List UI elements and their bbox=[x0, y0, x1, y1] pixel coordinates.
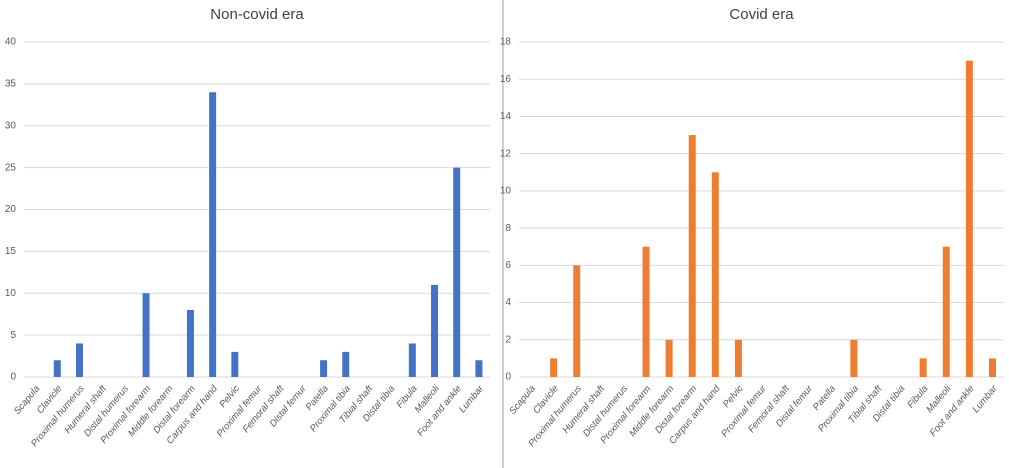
bar bbox=[231, 351, 239, 377]
bar bbox=[320, 360, 328, 377]
y-tick-label: 2 bbox=[505, 334, 511, 345]
y-tick-label: 0 bbox=[505, 372, 511, 383]
bar bbox=[408, 343, 416, 377]
bar bbox=[209, 92, 217, 377]
y-tick-label: 6 bbox=[505, 260, 511, 271]
bar bbox=[711, 172, 719, 377]
y-tick-label: 5 bbox=[10, 330, 16, 341]
bar bbox=[475, 360, 483, 377]
y-tick-label: 12 bbox=[500, 148, 512, 159]
bar bbox=[919, 358, 927, 377]
y-tick-label: 8 bbox=[505, 223, 511, 234]
y-tick-label: 10 bbox=[5, 288, 17, 299]
bar bbox=[53, 360, 61, 377]
y-tick-label: 15 bbox=[5, 246, 17, 257]
bar bbox=[965, 60, 973, 377]
y-tick-label: 18 bbox=[500, 37, 512, 48]
y-tick-label: 10 bbox=[500, 186, 512, 197]
y-tick-label: 30 bbox=[5, 120, 17, 131]
bar bbox=[688, 135, 696, 377]
bar bbox=[665, 339, 673, 377]
y-tick-label: 16 bbox=[500, 74, 512, 85]
bar bbox=[453, 167, 461, 377]
bar bbox=[431, 284, 439, 377]
bar bbox=[75, 343, 83, 377]
bar bbox=[850, 339, 858, 377]
y-tick-label: 40 bbox=[5, 37, 17, 48]
bar bbox=[988, 358, 996, 377]
y-tick-label: 35 bbox=[5, 79, 17, 90]
bar bbox=[642, 246, 650, 377]
bar bbox=[942, 246, 950, 377]
chart-title: Covid era bbox=[729, 6, 794, 23]
bar bbox=[734, 339, 742, 377]
bar bbox=[573, 265, 581, 377]
bar bbox=[186, 310, 194, 377]
bar bbox=[550, 358, 558, 377]
y-tick-label: 0 bbox=[10, 372, 16, 383]
y-tick-label: 20 bbox=[5, 204, 17, 215]
bar bbox=[142, 293, 150, 377]
bar bbox=[342, 351, 350, 377]
y-tick-label: 14 bbox=[500, 111, 512, 122]
y-tick-label: 4 bbox=[505, 297, 511, 308]
y-tick-label: 25 bbox=[5, 162, 17, 173]
chart-title: Non-covid era bbox=[210, 6, 304, 23]
